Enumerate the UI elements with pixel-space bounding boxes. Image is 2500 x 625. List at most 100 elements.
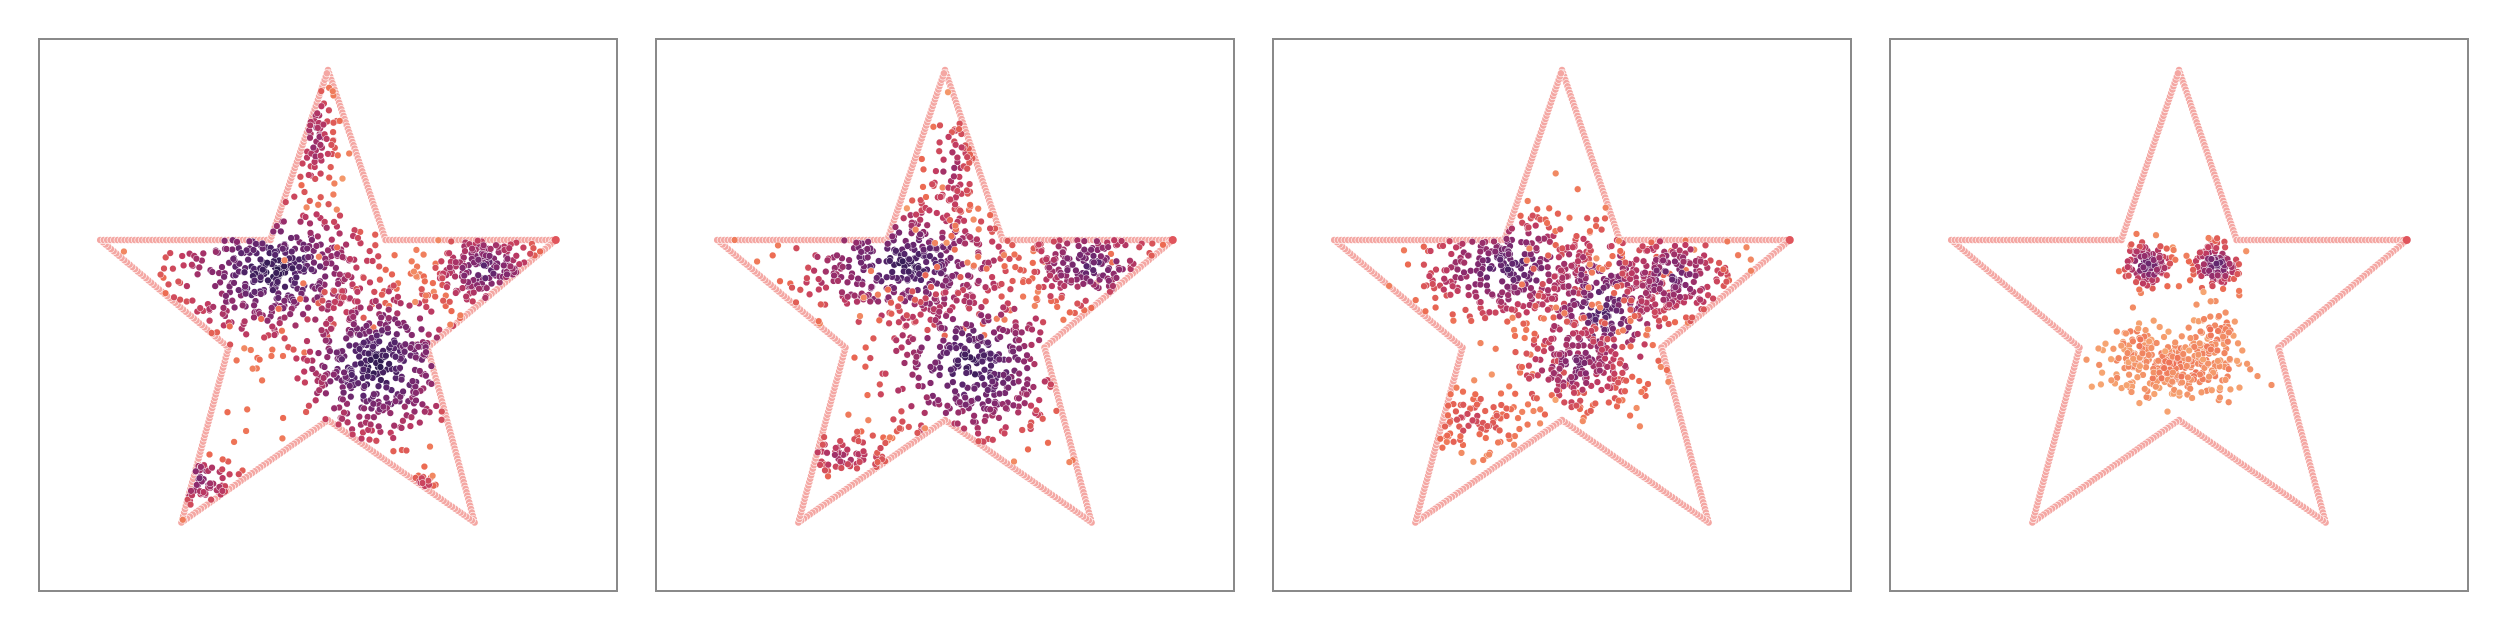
sample-point [1063,266,1072,274]
sample-point [359,314,368,322]
sample-point [1000,251,1008,259]
sample-point [412,246,421,254]
sample-point [1543,219,1551,227]
sample-point [943,382,952,390]
sample-point [1681,281,1690,289]
sample-point [374,382,383,390]
sample-point [1112,274,1121,282]
sample-point [1456,432,1465,440]
sample-point [1502,404,1511,413]
sample-point [1596,366,1604,375]
sample-point [897,407,906,415]
sample-point [1420,243,1428,251]
sample-point [903,311,911,319]
sample-point [980,351,988,359]
sample-point [209,303,217,311]
sample-point [943,402,952,410]
sample-point [1046,271,1054,280]
sample-point [1579,235,1588,243]
sample-point [1440,275,1448,283]
sample-point [382,352,390,360]
sample-point [1148,251,1156,260]
sample-point [1622,377,1630,385]
sample-point [1093,237,1101,245]
sample-point [370,413,378,421]
sample-point [162,253,170,262]
sample-point [370,390,378,398]
sample-point [243,405,251,414]
sample-point [161,289,170,297]
sample-point [905,268,913,276]
sample-point [1579,417,1587,425]
sample-point [923,334,932,342]
sample-point [917,343,926,352]
sample-point [1066,308,1074,317]
sample-point [401,340,409,348]
sample-point [969,293,977,301]
sample-point [416,314,424,323]
sample-point [1465,291,1473,299]
sample-point [414,343,422,351]
sample-point [1509,276,1518,284]
sample-point [1090,258,1098,267]
sample-point [1468,416,1477,424]
sample-point [258,239,267,248]
sample-point [1431,294,1439,302]
sample-point [1420,282,1428,290]
sample-point [1615,237,1623,245]
sample-point [1709,294,1717,303]
sample-point [199,249,207,258]
sample-point [1688,313,1696,322]
sample-point [1602,204,1610,212]
sample-point [903,351,911,359]
sample-point [1742,243,1751,251]
sample-point [179,261,188,270]
sample-point [1587,407,1595,415]
sample-point [974,342,982,350]
sample-point [1059,248,1067,256]
sample-point [1747,267,1755,275]
sample-point [226,322,234,330]
sample-point [857,248,865,256]
sample-point [926,363,935,371]
sample-point [1385,282,1393,290]
sample-point [314,124,322,132]
sample-point [391,397,400,405]
sample-point [1478,239,1487,247]
plot-area-2 [713,66,1177,527]
sample-point [240,268,249,276]
sample-point [422,348,430,356]
sample-point [844,460,852,468]
sample-point [922,258,930,266]
sample-point [338,415,346,423]
sample-point [921,294,930,302]
sample-point [327,325,335,333]
sample-point [503,255,512,263]
sample-point [1449,282,1457,290]
sample-point [1609,325,1617,333]
sample-point [280,256,289,264]
sample-point [1544,286,1552,294]
sample-point [348,371,356,379]
sample-point [814,448,822,457]
sample-point [1065,458,1074,466]
sample-point [1601,354,1609,363]
sample-point [1621,258,1630,267]
sample-point [303,356,311,365]
sample-point [416,367,424,375]
sample-point [931,358,940,367]
sample-point [218,263,226,271]
sample-point [897,343,906,352]
sample-point [838,288,846,296]
sample-point [314,349,323,357]
boundary-endpoint [551,236,560,244]
sample-point [312,396,320,404]
sample-points [120,84,544,524]
sample-point [948,272,956,280]
sample-point [1621,387,1629,395]
sample-point [1676,293,1684,301]
sample-point [1592,216,1600,224]
sample-point [912,353,921,361]
sample-point [1059,316,1068,324]
sample-point [1626,306,1635,314]
